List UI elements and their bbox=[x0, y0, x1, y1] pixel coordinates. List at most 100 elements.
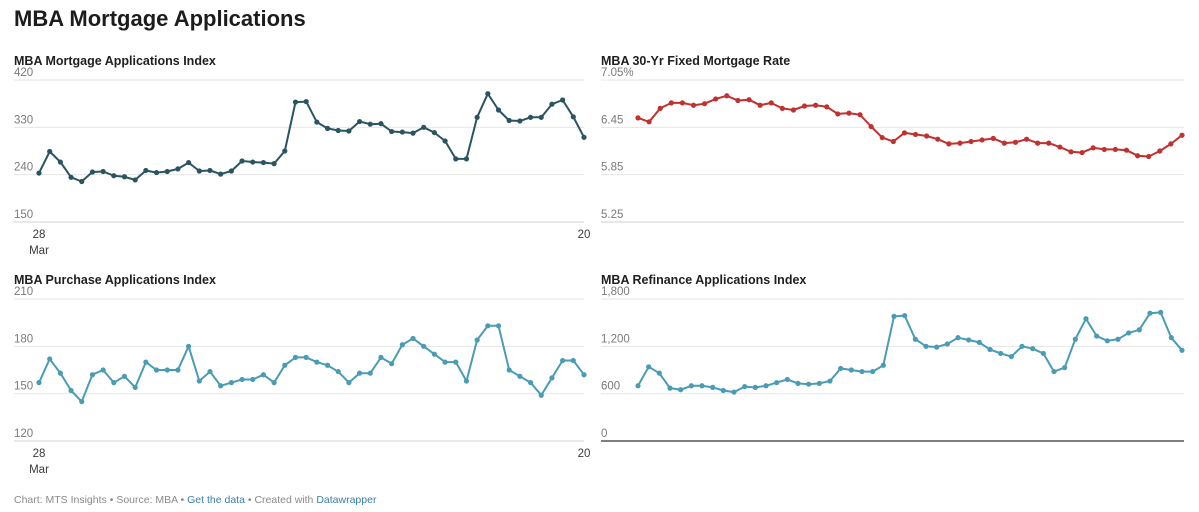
y-tick-label: 1,800 bbox=[601, 286, 630, 298]
data-point bbox=[378, 121, 384, 127]
data-point bbox=[868, 123, 874, 130]
data-point bbox=[549, 375, 555, 381]
data-point bbox=[324, 125, 331, 131]
data-point bbox=[89, 372, 96, 378]
datawrapper-link[interactable]: Datawrapper bbox=[316, 494, 377, 506]
data-point bbox=[164, 168, 170, 175]
data-point bbox=[560, 357, 566, 364]
data-point bbox=[79, 398, 85, 405]
data-point bbox=[517, 373, 523, 379]
data-point bbox=[431, 351, 437, 357]
y-tick-label: 240 bbox=[14, 162, 33, 174]
data-point bbox=[239, 158, 245, 164]
data-point bbox=[474, 337, 480, 343]
data-point bbox=[746, 97, 752, 103]
data-point bbox=[356, 118, 363, 125]
data-point bbox=[495, 323, 502, 329]
data-point bbox=[239, 376, 245, 383]
data-point bbox=[1112, 146, 1118, 153]
data-point bbox=[196, 378, 202, 384]
get-the-data-link[interactable]: Get the data bbox=[187, 494, 245, 506]
data-point bbox=[389, 361, 395, 367]
data-point bbox=[68, 387, 74, 394]
data-point bbox=[560, 97, 566, 103]
data-point bbox=[957, 140, 963, 146]
chart-title: MBA Purchase Applications Index bbox=[14, 273, 216, 287]
data-point bbox=[1134, 153, 1141, 159]
data-point bbox=[292, 99, 299, 105]
data-point bbox=[314, 359, 320, 365]
data-point bbox=[998, 350, 1004, 357]
y-tick-label: 7.05% bbox=[601, 67, 634, 79]
data-point bbox=[506, 367, 512, 373]
data-point bbox=[485, 323, 491, 329]
data-point bbox=[944, 341, 950, 347]
data-point bbox=[570, 357, 576, 364]
data-point bbox=[207, 167, 213, 174]
data-point bbox=[890, 138, 896, 145]
data-point bbox=[143, 359, 149, 365]
data-point bbox=[36, 170, 42, 176]
data-point bbox=[517, 118, 523, 124]
data-point bbox=[121, 174, 128, 180]
data-point bbox=[111, 380, 117, 386]
x-tick-label: 20 bbox=[578, 229, 591, 241]
data-point bbox=[47, 148, 53, 155]
data-point bbox=[153, 367, 160, 373]
data-point bbox=[657, 105, 663, 111]
data-point bbox=[175, 166, 181, 172]
data-point bbox=[36, 380, 42, 386]
footer-separator: • bbox=[109, 494, 114, 506]
data-point bbox=[260, 372, 267, 378]
data-point bbox=[1179, 347, 1185, 353]
data-point bbox=[100, 168, 106, 175]
data-point bbox=[218, 383, 224, 389]
data-point bbox=[132, 177, 138, 183]
data-point bbox=[314, 119, 320, 125]
data-point bbox=[495, 107, 502, 113]
y-tick-label: 180 bbox=[14, 333, 33, 345]
series-line bbox=[38, 324, 585, 403]
data-point bbox=[250, 159, 256, 165]
data-point bbox=[410, 335, 416, 342]
data-point bbox=[646, 119, 652, 125]
data-point bbox=[1083, 316, 1089, 322]
data-point bbox=[1101, 146, 1107, 153]
data-point bbox=[688, 383, 694, 389]
y-tick-label: 150 bbox=[14, 209, 33, 221]
data-point bbox=[902, 312, 908, 319]
data-point bbox=[346, 380, 352, 386]
data-point bbox=[635, 383, 641, 389]
data-point bbox=[175, 367, 181, 373]
data-point bbox=[1126, 330, 1132, 336]
data-point bbox=[527, 114, 534, 120]
data-point bbox=[923, 343, 929, 349]
data-point bbox=[731, 389, 737, 395]
data-point bbox=[431, 129, 437, 136]
data-point bbox=[164, 367, 170, 373]
data-point bbox=[979, 137, 985, 143]
chart-title: MBA 30-Yr Fixed Mortgage Rate bbox=[601, 54, 790, 68]
data-point bbox=[303, 98, 309, 105]
data-point bbox=[207, 368, 213, 375]
data-point bbox=[976, 339, 982, 345]
data-point bbox=[879, 134, 885, 141]
data-point bbox=[1146, 153, 1152, 160]
data-point bbox=[763, 383, 769, 389]
data-point bbox=[1168, 335, 1174, 341]
footer-chart-by: Chart: MTS Insights bbox=[14, 494, 107, 506]
y-tick-label: 1,200 bbox=[601, 333, 630, 345]
data-point bbox=[774, 380, 780, 386]
y-tick-label: 120 bbox=[14, 428, 33, 440]
x-tick-label: 28 bbox=[33, 229, 46, 241]
footer-source: Source: MBA bbox=[116, 494, 178, 506]
data-point bbox=[667, 385, 673, 391]
data-point bbox=[421, 124, 427, 130]
data-point bbox=[463, 378, 470, 384]
series-line bbox=[38, 92, 585, 183]
data-point bbox=[186, 159, 192, 166]
data-point bbox=[1115, 336, 1121, 342]
data-point bbox=[1008, 353, 1014, 360]
data-point bbox=[1090, 145, 1096, 151]
